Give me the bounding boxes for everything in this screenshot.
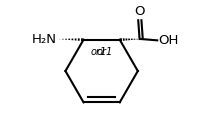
Text: or1: or1 xyxy=(91,47,107,57)
Text: OH: OH xyxy=(159,34,179,47)
Text: or1: or1 xyxy=(96,47,112,57)
Text: O: O xyxy=(135,5,145,18)
Text: H₂N: H₂N xyxy=(32,33,57,46)
